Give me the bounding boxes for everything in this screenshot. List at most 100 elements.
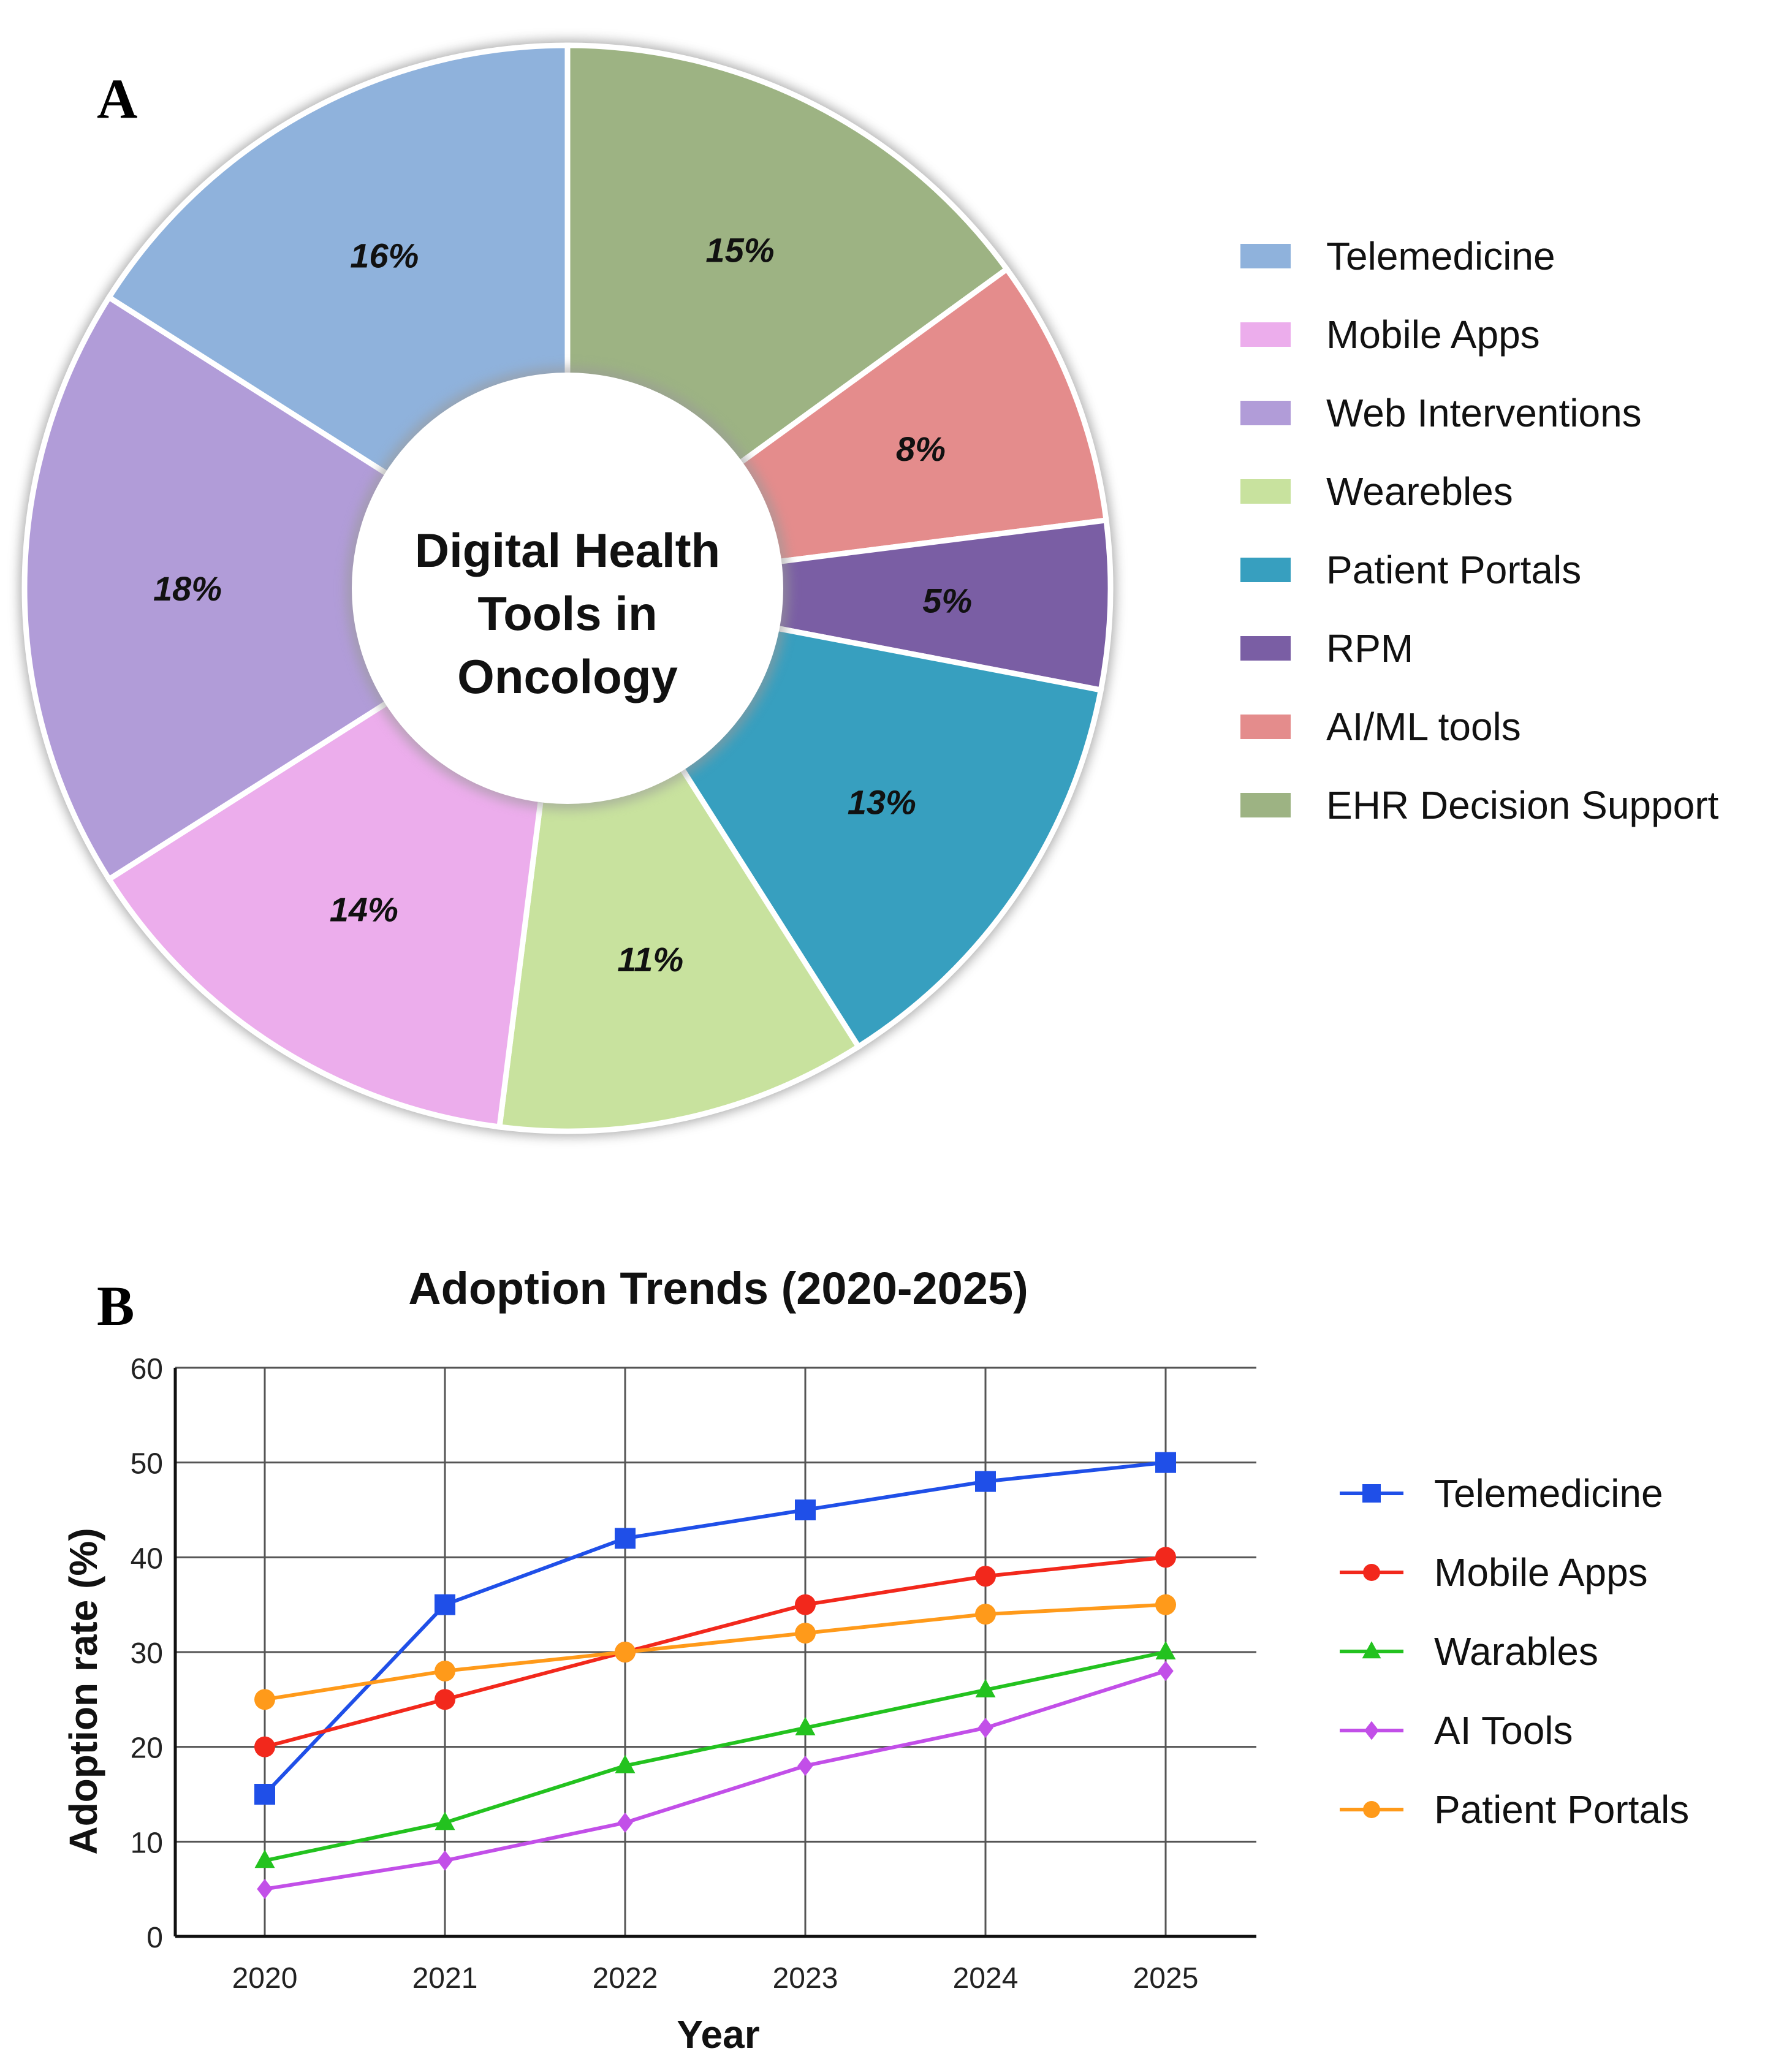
point-patient-portals — [975, 1604, 996, 1625]
series-line-ai-tools — [264, 1669, 1166, 1891]
x-tick-label: 2022 — [593, 1962, 658, 1995]
slice-labels: 15% 8% 5% 13% 11% 14% 18% 16% — [153, 231, 972, 979]
point-patient-portals — [795, 1623, 816, 1644]
line-chart-title: Adoption Trends (2020-2025) — [408, 1263, 1028, 1314]
slice-label-rpm: 5% — [922, 581, 972, 620]
point-patient-portals — [254, 1689, 275, 1710]
slice-label-mobile-apps: 14% — [330, 890, 398, 928]
line-legend: Telemedicine Mobile Apps Warables AI Tools P… — [1340, 1471, 1689, 1832]
y-tick-label: 20 — [131, 1732, 163, 1765]
legend-swatch — [1240, 558, 1291, 582]
point-ai-tools — [617, 1812, 633, 1833]
legend-item-patient-portals: Patient Portals — [1240, 548, 1581, 592]
legend-swatch — [1240, 401, 1291, 425]
legend-swatch — [1240, 793, 1291, 817]
point-warables — [435, 1811, 455, 1830]
legend-item-telemedicine: Telemedicine — [1340, 1471, 1663, 1515]
legend-item-patient-portals: Patient Portals — [1340, 1788, 1689, 1832]
series-lines — [263, 1460, 1166, 1891]
point-mobile-apps — [435, 1689, 455, 1710]
legend-label: AI/ML tools — [1326, 705, 1521, 749]
legend-marker — [1362, 1484, 1381, 1503]
series-line-telemedicine — [263, 1460, 1166, 1796]
y-tick-label: 0 — [146, 1922, 163, 1954]
point-mobile-apps — [254, 1736, 275, 1757]
point-mobile-apps — [795, 1594, 816, 1615]
legend-label: Mobile Apps — [1326, 313, 1540, 357]
center-title-line-1: Digital Health — [415, 523, 720, 577]
legend-item-mobile-apps: Mobile Apps — [1240, 313, 1540, 357]
x-tick-label: 2021 — [412, 1962, 478, 1995]
line-chart: 0 10 20 30 40 50 60 2020 2021 2022 2023 2024 2025 — [131, 1353, 1256, 1995]
legend-item-mobile-apps: Mobile Apps — [1340, 1550, 1648, 1594]
slice-label-ai-ml-tools: 8% — [896, 430, 946, 468]
point-telemedicine — [795, 1499, 816, 1520]
donut-legend: Telemedicine Mobile Apps Web Interventions… — [1240, 234, 1719, 827]
y-tick-label: 30 — [131, 1637, 163, 1670]
point-patient-portals — [435, 1660, 455, 1681]
point-ai-tools — [797, 1756, 813, 1776]
center-title-line-3: Oncology — [457, 650, 678, 703]
center-title-line-2: Tools in — [477, 586, 657, 640]
slice-label-ehr-decision-support: 15% — [705, 231, 774, 270]
legend-marker — [1362, 1641, 1381, 1659]
slice-label-web-interventions: 18% — [153, 569, 222, 608]
donut-hole — [352, 373, 783, 804]
legend-item-web-interventions: Web Interventions — [1240, 391, 1642, 435]
point-telemedicine — [435, 1594, 455, 1615]
x-tick-label: 2024 — [953, 1962, 1019, 1995]
point-patient-portals — [1155, 1594, 1176, 1615]
legend-swatch — [1240, 636, 1291, 661]
series-markers — [254, 1452, 1176, 1900]
series-line-patient-portals — [264, 1602, 1166, 1702]
legend-label: Web Interventions — [1326, 391, 1642, 435]
legend-label: Telemedicine — [1326, 234, 1555, 278]
slice-label-patient-portals: 13% — [848, 783, 916, 821]
point-warables — [615, 1754, 636, 1773]
gridlines — [175, 1367, 1256, 1938]
legend-label: Patient Portals — [1326, 548, 1581, 592]
x-axis-label: Year — [677, 2012, 759, 2057]
legend-swatch — [1240, 244, 1291, 268]
legend-item-rpm: RPM — [1240, 626, 1413, 670]
legend-item-ehr-decision-support: EHR Decision Support — [1240, 783, 1719, 827]
legend-label: Patient Portals — [1434, 1788, 1689, 1832]
slice-label-telemedicine: 16% — [350, 237, 419, 275]
series-line-warables — [264, 1650, 1166, 1863]
y-tick-label: 60 — [131, 1353, 163, 1386]
point-telemedicine — [254, 1784, 275, 1805]
legend-label: Warables — [1434, 1629, 1598, 1674]
point-mobile-apps — [975, 1566, 996, 1587]
y-tick-label: 10 — [131, 1827, 163, 1859]
legend-item-ai-ml-tools: AI/ML tools — [1240, 705, 1521, 749]
legend-label: Mobile Apps — [1434, 1550, 1648, 1594]
legend-label: AI Tools — [1434, 1708, 1573, 1753]
point-warables — [254, 1849, 275, 1868]
legend-swatch — [1240, 715, 1291, 739]
point-ai-tools — [1158, 1661, 1174, 1681]
slice-web-interventions — [21, 294, 573, 883]
legend-marker — [1364, 1721, 1379, 1740]
legend-label: EHR Decision Support — [1326, 783, 1719, 827]
legend-marker — [1363, 1801, 1380, 1818]
legend-swatch — [1240, 479, 1291, 504]
tick-labels: 0 10 20 30 40 50 60 2020 2021 2022 2023 2024 2025 — [131, 1353, 1199, 1995]
point-warables — [975, 1678, 996, 1697]
point-ai-tools — [437, 1850, 453, 1871]
point-mobile-apps — [1155, 1547, 1176, 1568]
x-tick-label: 2023 — [773, 1962, 838, 1995]
legend-label: Wearebles — [1326, 469, 1513, 514]
donut-chart: 15% 8% 5% 13% 11% 14% 18% 16% Digital Health To… — [19, 40, 1116, 1137]
x-tick-label: 2020 — [232, 1962, 298, 1995]
y-tick-label: 50 — [131, 1448, 163, 1480]
slice-label-wearebles: 11% — [617, 940, 683, 979]
point-patient-portals — [615, 1642, 636, 1662]
point-warables — [795, 1716, 816, 1735]
point-ai-tools — [257, 1879, 273, 1900]
legend-marker — [1363, 1564, 1380, 1581]
legend-item-ai-tools: AI Tools — [1340, 1708, 1573, 1753]
panel-a-label: A — [97, 67, 137, 130]
legend-label: Telemedicine — [1434, 1471, 1663, 1515]
panel-b-label: B — [97, 1275, 134, 1337]
point-telemedicine — [615, 1528, 636, 1549]
